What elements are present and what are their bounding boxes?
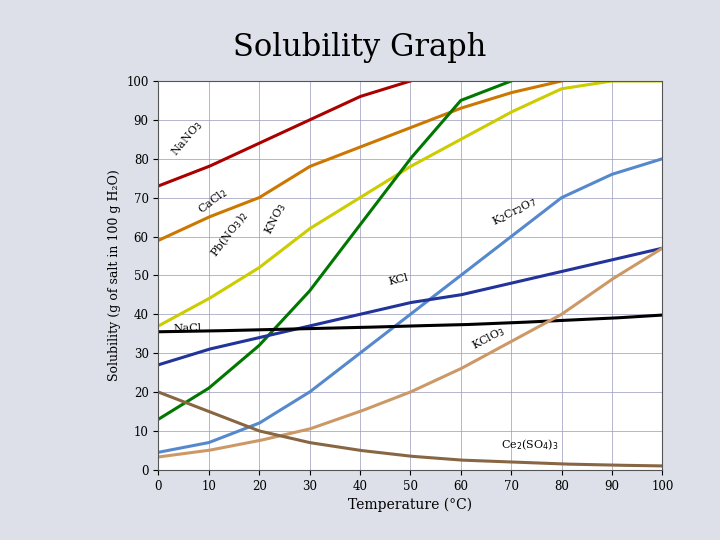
Text: CaCl$_2$: CaCl$_2$	[195, 186, 230, 217]
Text: KClO$_3$: KClO$_3$	[469, 324, 508, 353]
X-axis label: Temperature (°C): Temperature (°C)	[348, 498, 472, 512]
Text: K$_2$Cr$_2$O$_7$: K$_2$Cr$_2$O$_7$	[490, 194, 539, 229]
Text: Ce$_2$(SO$_4$)$_3$: Ce$_2$(SO$_4$)$_3$	[501, 438, 559, 453]
Text: KNO$_3$: KNO$_3$	[262, 200, 289, 237]
Text: KCl: KCl	[388, 273, 410, 287]
Text: Solubility Graph: Solubility Graph	[233, 32, 487, 63]
Text: Pb(NO$_3$)$_2$: Pb(NO$_3$)$_2$	[207, 208, 251, 260]
Text: NaNO$_3$: NaNO$_3$	[168, 118, 205, 159]
Text: NaCl: NaCl	[174, 323, 202, 334]
Y-axis label: Solubility (g of salt in 100 g H₂O): Solubility (g of salt in 100 g H₂O)	[108, 170, 121, 381]
